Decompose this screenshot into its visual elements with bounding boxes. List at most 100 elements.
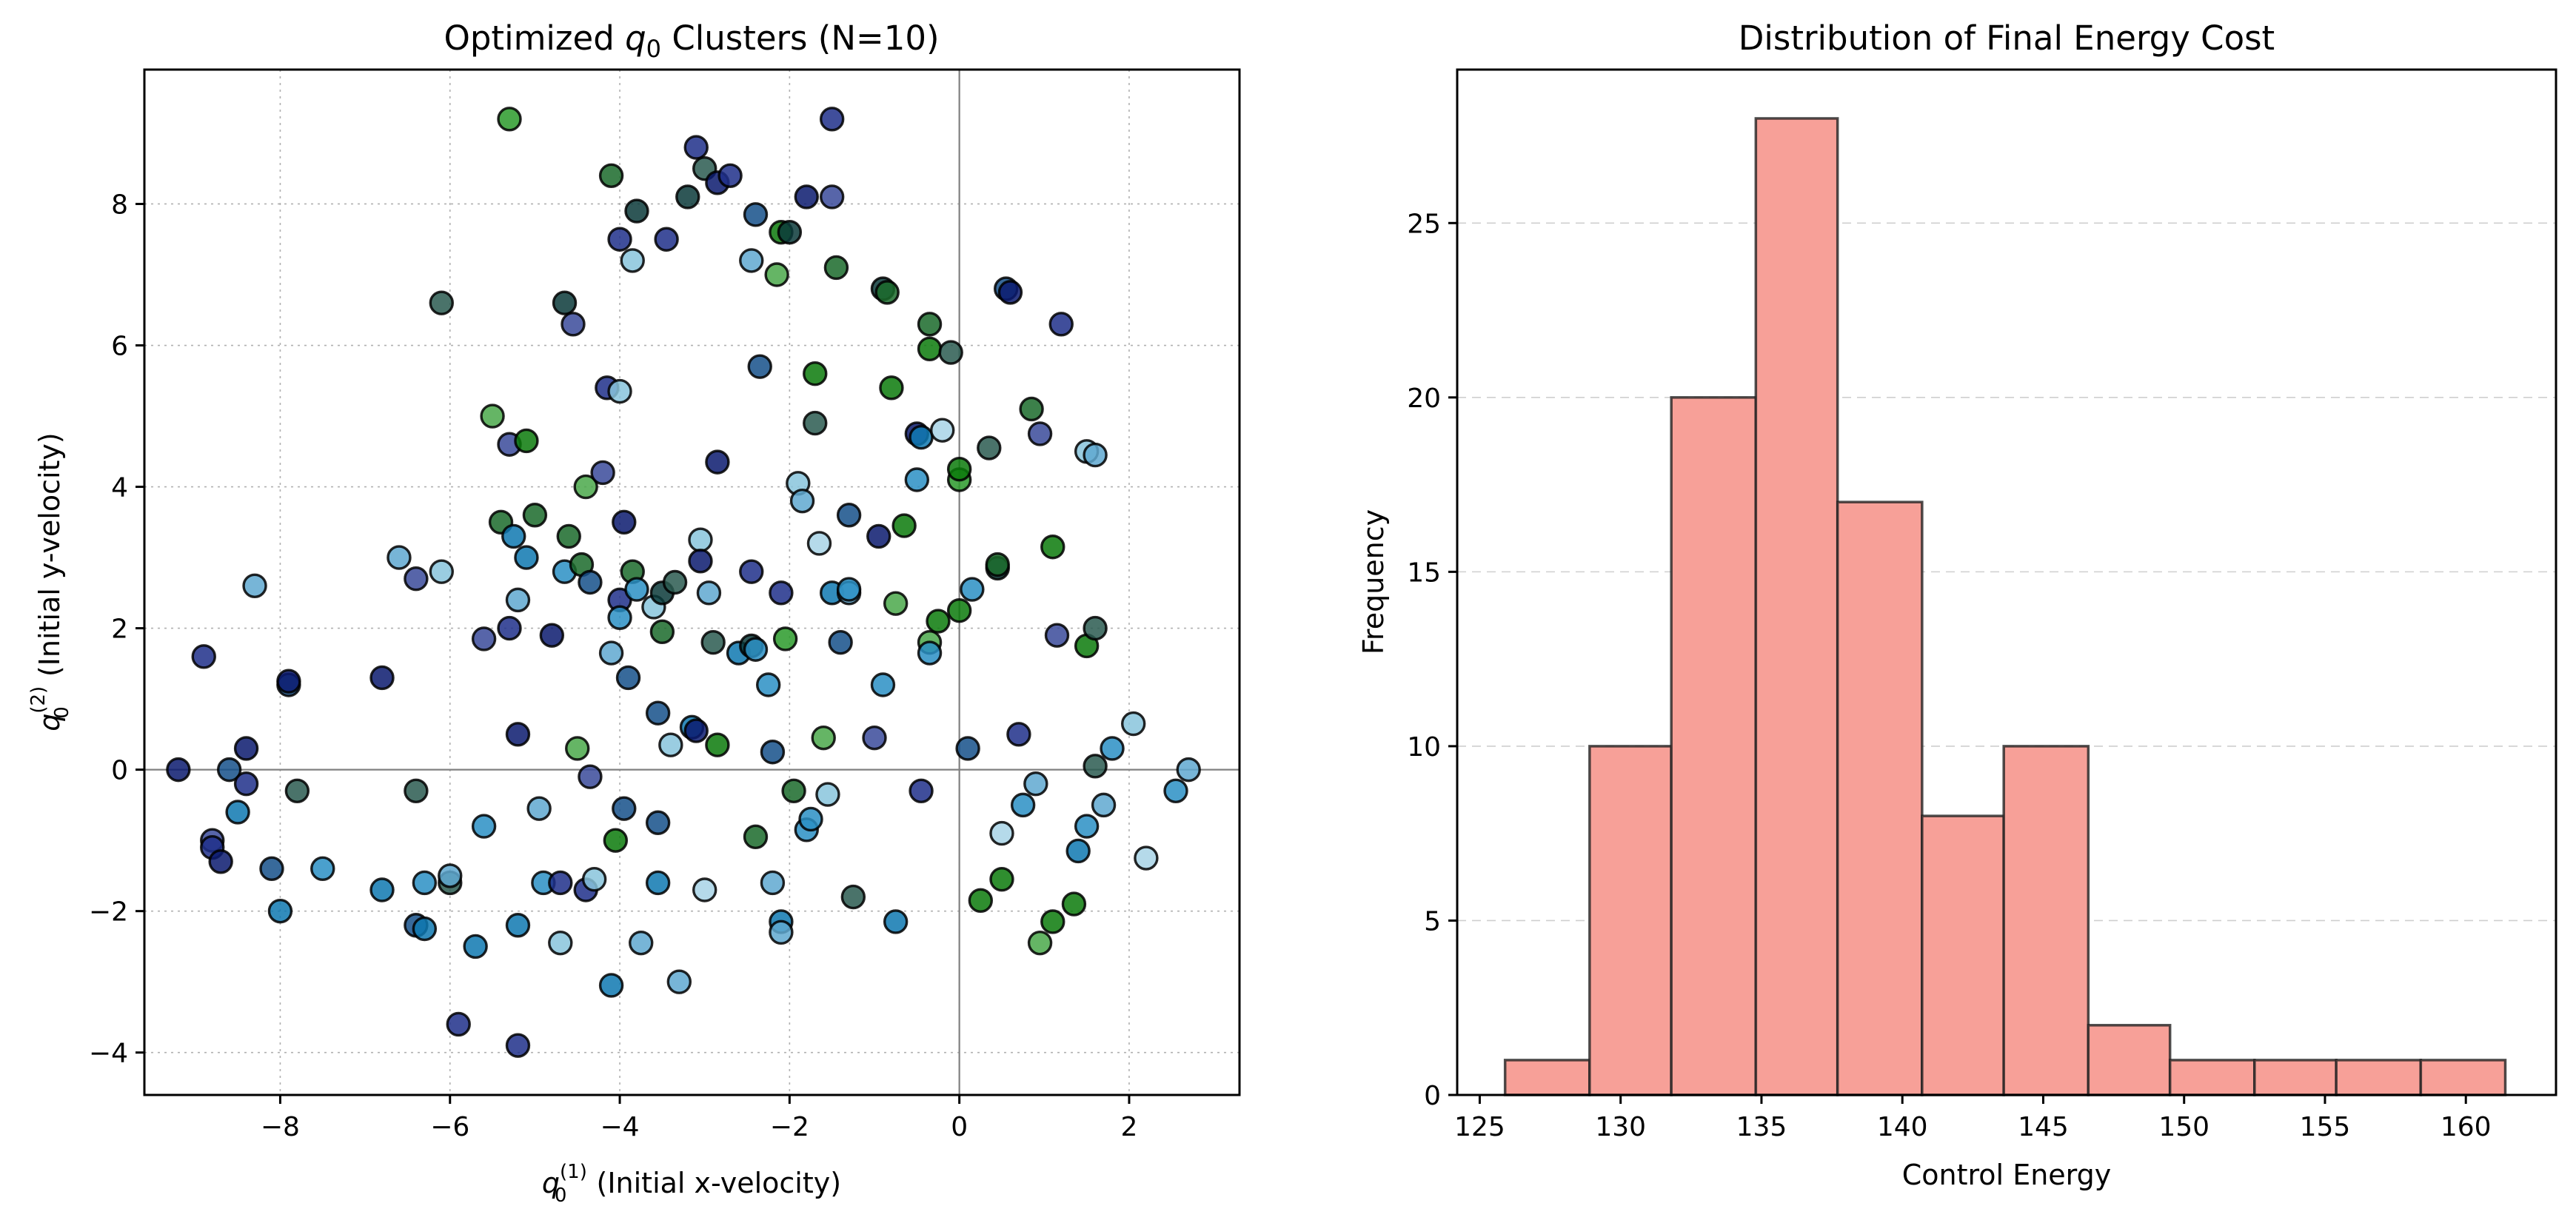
scatter-point	[891, 513, 917, 538]
scatter-point	[620, 248, 645, 273]
scatter-point	[501, 523, 526, 549]
scatter-point	[267, 898, 293, 924]
scatter-point	[1044, 623, 1070, 648]
scatter-point	[1019, 396, 1044, 422]
scatter-point	[1006, 722, 1031, 747]
scatter-grid	[144, 70, 1240, 1095]
scatter-point	[1040, 535, 1065, 560]
scatter-point	[556, 523, 581, 549]
scatter-point	[989, 820, 1014, 846]
scatter-y-tick-label: 2	[111, 614, 128, 645]
scatter-point	[654, 227, 679, 252]
scatter-point	[565, 736, 590, 761]
histogram-x-tick-label: 125	[1454, 1112, 1505, 1142]
scatter-x-tick-label: −4	[600, 1112, 640, 1142]
scatter-point	[573, 474, 598, 500]
scatter-point	[369, 665, 395, 691]
scatter-point	[769, 580, 794, 606]
scatter-point	[505, 587, 531, 613]
scatter-point	[276, 669, 301, 694]
scatter-point	[700, 629, 726, 655]
histogram-y-tick-label: 5	[1424, 906, 1441, 937]
scatter-point	[369, 877, 395, 902]
scatter-point	[977, 435, 1002, 460]
scatter-point	[624, 577, 649, 602]
scatter-point	[526, 796, 552, 821]
scatter-point	[514, 428, 539, 454]
scatter-point	[471, 814, 497, 839]
scatter-point	[216, 757, 242, 783]
scatter-point	[505, 722, 531, 747]
scatter-point	[909, 424, 934, 450]
histogram-x-tick-label: 130	[1595, 1112, 1646, 1142]
scatter-point	[1083, 615, 1108, 641]
scatter-point	[926, 609, 951, 634]
histogram-bar	[1836, 500, 1924, 1096]
scatter-point	[662, 569, 688, 595]
scatter-point	[259, 856, 284, 882]
scatter-point	[819, 107, 845, 132]
scatter-point	[284, 778, 310, 803]
scatter-point	[480, 403, 505, 429]
scatter-point	[798, 806, 823, 832]
scatter-y-tick-label: 4	[111, 473, 128, 503]
scatter-point	[548, 930, 573, 956]
scatter-point	[1120, 711, 1146, 737]
scatter-y-ticks: −4 −2 0 2 4 6 8	[89, 190, 144, 1069]
scatter-point	[612, 509, 637, 535]
scatter-point	[696, 580, 722, 606]
scatter-point	[819, 184, 845, 210]
scatter-point	[607, 605, 632, 630]
histogram-x-tick-label: 155	[2300, 1112, 2351, 1142]
scatter-point	[938, 340, 963, 365]
scatter-x-axis-label: q(1) 0 (Initial x-velocity)	[542, 1161, 841, 1207]
histogram-x-ticks: 125 130 135 140 145 150 155 160	[1454, 1095, 2492, 1142]
scatter-y-tick-label: 0	[111, 756, 128, 786]
scatter-point	[404, 566, 429, 592]
scatter-point	[233, 736, 259, 761]
scatter-point	[917, 312, 943, 337]
scatter-point	[1091, 792, 1117, 818]
scatter-point	[968, 888, 994, 914]
scatter-point	[946, 456, 972, 482]
histogram-y-tick-label: 20	[1407, 383, 1441, 414]
scatter-point	[1083, 442, 1108, 468]
scatter-point	[242, 573, 267, 598]
scatter-title: Optimized q0 Clusters (N=10)	[444, 19, 939, 63]
scatter-point	[955, 736, 980, 761]
scatter-point	[836, 577, 862, 602]
histogram-y-axis-label: Frequency	[1357, 509, 1390, 654]
scatter-point	[590, 460, 615, 486]
histogram-bar	[2335, 1059, 2423, 1096]
scatter-point	[989, 866, 1014, 892]
scatter-point	[985, 552, 1010, 577]
histogram-x-tick-label: 145	[2018, 1112, 2069, 1142]
scatter-point	[743, 637, 769, 662]
scatter-point	[612, 796, 637, 821]
scatter-x-ticks: −8 −6 −4 −2 0 2	[261, 1095, 1137, 1142]
scatter-point	[497, 615, 522, 641]
scatter-point	[1048, 312, 1074, 337]
scatter-point	[879, 375, 904, 401]
scatter-point	[1027, 421, 1053, 446]
scatter-point	[747, 354, 772, 379]
histogram-y-tick-label: 25	[1407, 209, 1441, 239]
scatter-point	[598, 973, 624, 998]
scatter-point	[645, 700, 671, 726]
scatter-x-tick-label: −8	[261, 1112, 300, 1142]
histogram-y-tick-label: 10	[1407, 732, 1441, 763]
scatter-point	[811, 725, 836, 751]
scatter-point	[463, 934, 488, 959]
scatter-point	[629, 930, 654, 956]
scatter-point	[874, 280, 900, 305]
histogram-x-tick-label: 160	[2440, 1112, 2492, 1142]
scatter-point	[552, 290, 578, 315]
scatter-y-axis-label: q(2)0 (Initial y-velocity)	[27, 432, 73, 731]
scatter-point	[717, 163, 743, 188]
scatter-point	[883, 909, 909, 934]
histogram-x-tick-label: 135	[1736, 1112, 1787, 1142]
scatter-point	[1134, 845, 1159, 871]
scatter-point	[1010, 792, 1036, 818]
scatter-point	[1027, 930, 1053, 956]
